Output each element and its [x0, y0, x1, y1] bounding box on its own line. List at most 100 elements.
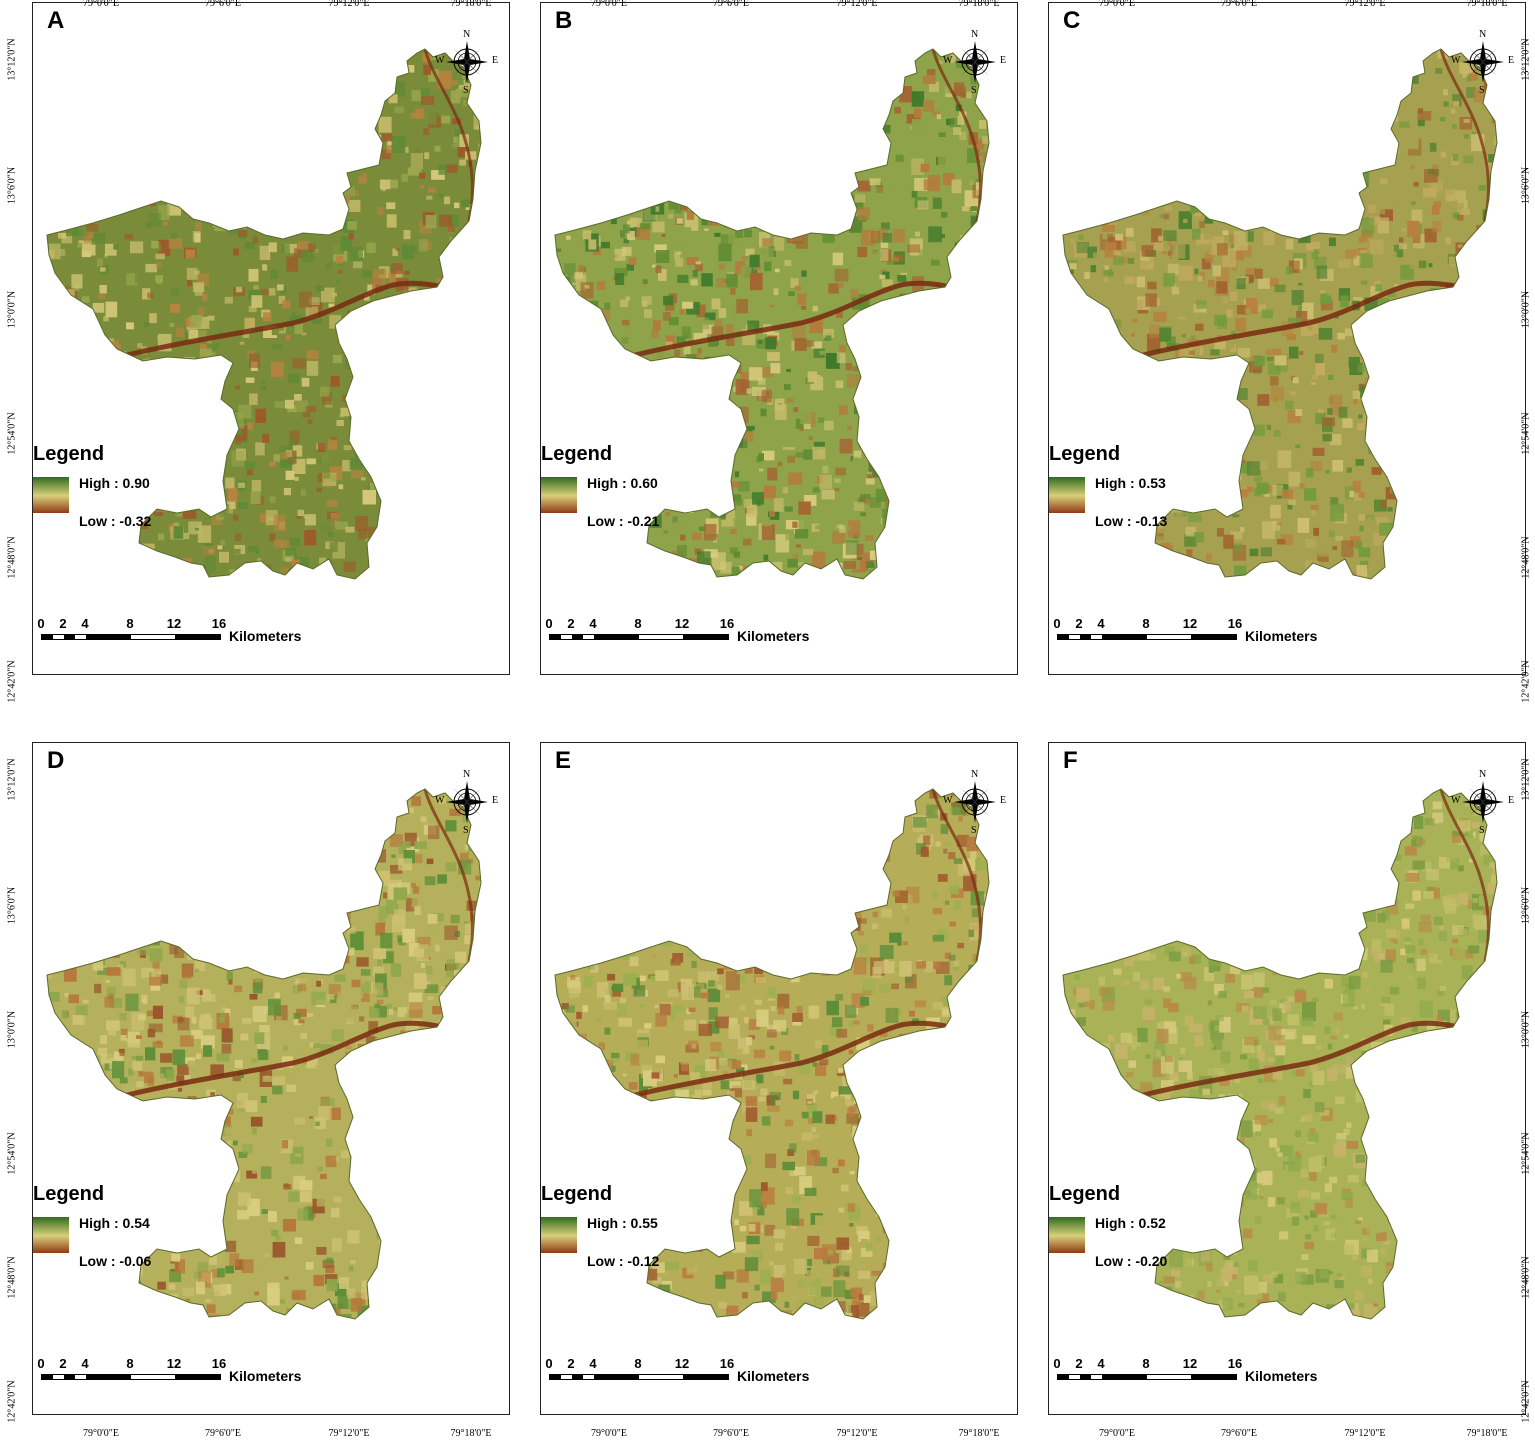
scale-tick-label: 16: [211, 1356, 227, 1371]
longitude-label: 79°12'0"E: [1344, 1428, 1386, 1439]
scale-bar-graphic: [1057, 1374, 1237, 1380]
legend-title: Legend: [1049, 443, 1121, 465]
longitude-label: 79°0'0"E: [591, 0, 627, 9]
scale-tick-label: 16: [1227, 1356, 1243, 1371]
raster-texture: [555, 49, 989, 579]
scale-tick-label: 8: [1142, 616, 1150, 631]
district-boundary: [46, 788, 482, 1320]
scale-tick-label: 4: [589, 616, 597, 631]
latitude-label: 13°0'0"N: [6, 1010, 18, 1049]
longitude-label: 79°12'0"E: [1344, 0, 1386, 9]
longitude-label: 79°18'0"E: [450, 0, 492, 9]
compass-n-label: N: [463, 769, 471, 780]
district-boundary: [46, 48, 482, 580]
district-raster-map: [554, 788, 990, 1320]
scale-tick-label: 16: [1227, 616, 1243, 631]
scale-tick-label: 4: [589, 1356, 597, 1371]
scale-tick-label: 0: [37, 1356, 45, 1371]
legend-high-value: High : 0.54: [79, 1215, 150, 1231]
map-panel-b: B N S W E Legend High : 0.60 Low : -0.21 0 2 4 8 12 1…: [540, 2, 1018, 675]
latitude-label: 13°12'0"N: [6, 38, 18, 81]
longitude-label: 79°0'0"E: [1099, 1428, 1135, 1439]
compass-w-label: W: [943, 55, 953, 66]
district-raster-map: [554, 48, 990, 580]
latitude-label: 12°54'0"N: [6, 412, 18, 455]
legend-low-value: Low : -0.32: [79, 513, 152, 529]
scale-bar: 0 2 4 8 12 16 Kilometers: [1053, 616, 1327, 646]
scale-tick-label: 2: [567, 1356, 575, 1371]
longitude-label: 79°12'0"E: [328, 0, 370, 9]
latitude-label: 12°54'0"N: [1520, 412, 1532, 455]
legend-color-ramp: [33, 477, 69, 513]
scale-unit-label: Kilometers: [1245, 1368, 1318, 1384]
compass-e-label: E: [1000, 795, 1007, 806]
district-boundary: [1062, 48, 1498, 580]
scale-tick-label: 16: [719, 616, 735, 631]
compass-n-label: N: [463, 29, 471, 40]
scale-tick-label: 4: [1097, 1356, 1105, 1371]
compass-e-label: E: [492, 55, 499, 66]
district-boundary: [554, 788, 990, 1320]
scale-bar-graphic: [1057, 634, 1237, 640]
latitude-label: 13°12'0"N: [6, 758, 18, 801]
district-raster-map: [1062, 788, 1498, 1320]
longitude-label: 79°18'0"E: [1466, 1428, 1508, 1439]
scale-tick-label: 2: [567, 616, 575, 631]
raster-texture: [1063, 49, 1497, 579]
legend-low-value: Low : -0.13: [1095, 513, 1168, 529]
latitude-label: 13°0'0"N: [1520, 290, 1532, 329]
map-panel-d: D N S W E Legend High : 0.54 Low : -0.06 0 2 4 8 12 1…: [32, 742, 510, 1415]
latitude-label: 13°0'0"N: [1520, 1010, 1532, 1049]
legend-color-ramp: [1049, 1217, 1085, 1253]
scale-tick-label: 0: [1053, 1356, 1061, 1371]
scale-tick-label: 2: [59, 1356, 67, 1371]
latitude-label: 13°6'0"N: [1520, 166, 1532, 205]
legend-color-ramp: [541, 1217, 577, 1253]
district-raster-map: [46, 48, 482, 580]
longitude-label: 79°0'0"E: [83, 0, 119, 9]
latitude-label: 13°12'0"N: [1520, 758, 1532, 801]
scale-tick-label: 0: [545, 616, 553, 631]
latitude-label: 12°42'0"N: [6, 660, 18, 703]
panel-label: B: [555, 7, 573, 34]
scale-tick-label: 4: [81, 616, 89, 631]
scale-unit-label: Kilometers: [737, 1368, 810, 1384]
compass-e-label: E: [1508, 795, 1515, 806]
scale-tick-label: 12: [674, 1356, 690, 1371]
longitude-label: 79°12'0"E: [328, 1428, 370, 1439]
scale-unit-label: Kilometers: [229, 1368, 302, 1384]
latitude-label: 12°54'0"N: [1520, 1132, 1532, 1175]
scale-tick-label: 2: [1075, 616, 1083, 631]
latitude-label: 13°6'0"N: [1520, 886, 1532, 925]
longitude-label: 79°6'0"E: [205, 1428, 241, 1439]
legend: Legend High : 0.55 Low : -0.12: [541, 1183, 741, 1283]
longitude-label: 79°6'0"E: [1221, 0, 1257, 9]
legend-title: Legend: [33, 443, 105, 465]
map-panel-c: C N S W E Legend High : 0.53 Low : -0.13 0 2 4 8 12 1…: [1048, 2, 1526, 675]
scale-bar: 0 2 4 8 12 16 Kilometers: [545, 616, 819, 646]
map-panel-f: F N S W E Legend High : 0.52 Low : -0.20 0 2 4 8 12 1…: [1048, 742, 1526, 1415]
compass-n-label: N: [1479, 29, 1487, 40]
legend: Legend High : 0.90 Low : -0.32: [33, 443, 233, 543]
longitude-label: 79°0'0"E: [1099, 0, 1135, 9]
scale-tick-label: 16: [211, 616, 227, 631]
scale-tick-label: 12: [166, 616, 182, 631]
longitude-label: 79°12'0"E: [836, 0, 878, 9]
legend-high-value: High : 0.90: [79, 475, 150, 491]
latitude-label: 12°48'0"N: [6, 536, 18, 579]
scale-tick-label: 12: [166, 1356, 182, 1371]
longitude-label: 79°6'0"E: [1221, 1428, 1257, 1439]
compass-s-label: S: [1479, 825, 1485, 836]
legend: Legend High : 0.54 Low : -0.06: [33, 1183, 233, 1283]
longitude-label: 79°0'0"E: [83, 1428, 119, 1439]
scale-bar: 0 2 4 8 12 16 Kilometers: [1053, 1356, 1327, 1386]
longitude-label: 79°18'0"E: [958, 0, 1000, 9]
compass-w-label: W: [943, 795, 953, 806]
scale-bar-graphic: [549, 1374, 729, 1380]
compass-s-label: S: [463, 85, 469, 96]
compass-w-label: W: [435, 795, 445, 806]
scale-tick-label: 8: [634, 616, 642, 631]
scale-tick-label: 4: [1097, 616, 1105, 631]
compass-e-label: E: [1508, 55, 1515, 66]
panel-label: D: [47, 747, 65, 774]
